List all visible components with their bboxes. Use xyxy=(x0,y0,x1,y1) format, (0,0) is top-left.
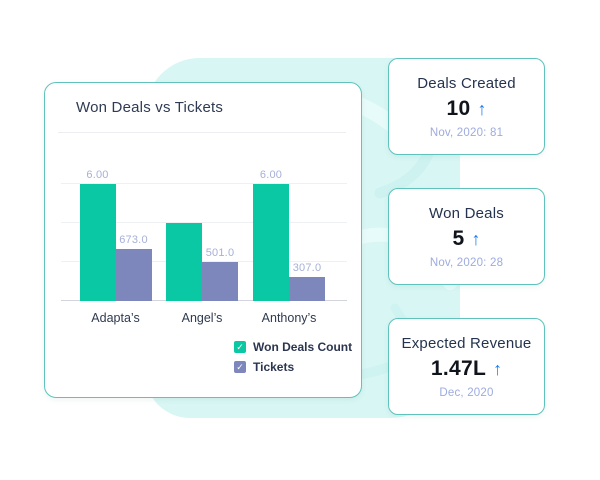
kpi-value: 10 xyxy=(446,96,471,120)
won-deals-vs-tickets-widget: Won Deals vs Tickets Adapta’s 6.00 673.0 An… xyxy=(44,82,362,398)
bar-value-label: 307.0 xyxy=(292,262,322,275)
category-label: Adapta’s xyxy=(91,311,140,325)
kpi-card-deals-created[interactable]: Deals Created 10 ↑ Nov, 2020: 81 xyxy=(388,58,545,155)
legend-item-won-deals-count[interactable]: ✓ Won Deals Count xyxy=(234,340,352,354)
kpi-card-expected-revenue[interactable]: Expected Revenue 1.47L ↑ Dec, 2020 xyxy=(388,318,545,415)
kpi-card-won-deals[interactable]: Won Deals 5 ↑ Nov, 2020: 28 xyxy=(388,188,545,285)
bar-value-label: 6.00 xyxy=(259,169,283,182)
gridline xyxy=(61,183,347,185)
bar-plot: Adapta’s 6.00 673.0 Angel’s 501.0 Anthony’s 6.… xyxy=(61,163,347,325)
legend-item-tickets[interactable]: ✓ Tickets xyxy=(234,360,352,374)
trend-up-arrow-icon: ↑ xyxy=(493,358,503,379)
bar-value-label: 6.00 xyxy=(86,169,109,182)
kpi-title: Expected Revenue xyxy=(401,334,532,352)
legend-checkbox-tickets[interactable]: ✓ xyxy=(234,361,246,373)
checkmark-icon: ✓ xyxy=(236,341,244,352)
bar-tickets[interactable] xyxy=(202,262,238,301)
gridline xyxy=(61,261,347,263)
kpi-title: Deals Created xyxy=(417,74,516,92)
chart-title-divider xyxy=(58,132,346,133)
kpi-value: 5 xyxy=(452,226,465,250)
checkmark-icon: ✓ xyxy=(236,361,244,372)
kpi-subtitle: Dec, 2020 xyxy=(439,386,494,399)
bar-tickets[interactable] xyxy=(115,248,152,301)
chart-legend: ✓ Won Deals Count ✓ Tickets xyxy=(234,340,352,374)
kpi-value: 1.47L xyxy=(430,356,487,380)
bar-won-deals-count[interactable] xyxy=(79,184,116,301)
kpi-value-row: 10 ↑ xyxy=(447,97,487,121)
kpi-subtitle: Nov, 2020: 28 xyxy=(429,256,504,269)
kpi-value-row: 1.47L ↑ xyxy=(431,357,502,381)
kpi-subtitle: Nov, 2020: 81 xyxy=(429,126,504,139)
gridline xyxy=(61,222,347,224)
bar-tickets[interactable] xyxy=(289,277,325,301)
trend-up-arrow-icon: ↑ xyxy=(477,98,487,119)
legend-label-tickets: Tickets xyxy=(253,360,295,374)
legend-checkbox-won-deals-count[interactable]: ✓ xyxy=(234,341,246,353)
category-label: Anthony’s xyxy=(261,311,317,325)
bar-value-label: 673.0 xyxy=(119,233,148,246)
bar-value-label: 501.0 xyxy=(205,247,235,259)
bar-won-deals-count[interactable] xyxy=(166,223,202,301)
trend-up-arrow-icon: ↑ xyxy=(471,228,481,249)
category-label: Angel’s xyxy=(181,311,223,325)
kpi-value-row: 5 ↑ xyxy=(453,227,481,251)
bar-won-deals-count[interactable] xyxy=(253,184,289,301)
legend-label-won-deals-count: Won Deals Count xyxy=(253,340,353,354)
chart-title: Won Deals vs Tickets xyxy=(76,99,224,116)
kpi-title: Won Deals xyxy=(429,204,504,222)
